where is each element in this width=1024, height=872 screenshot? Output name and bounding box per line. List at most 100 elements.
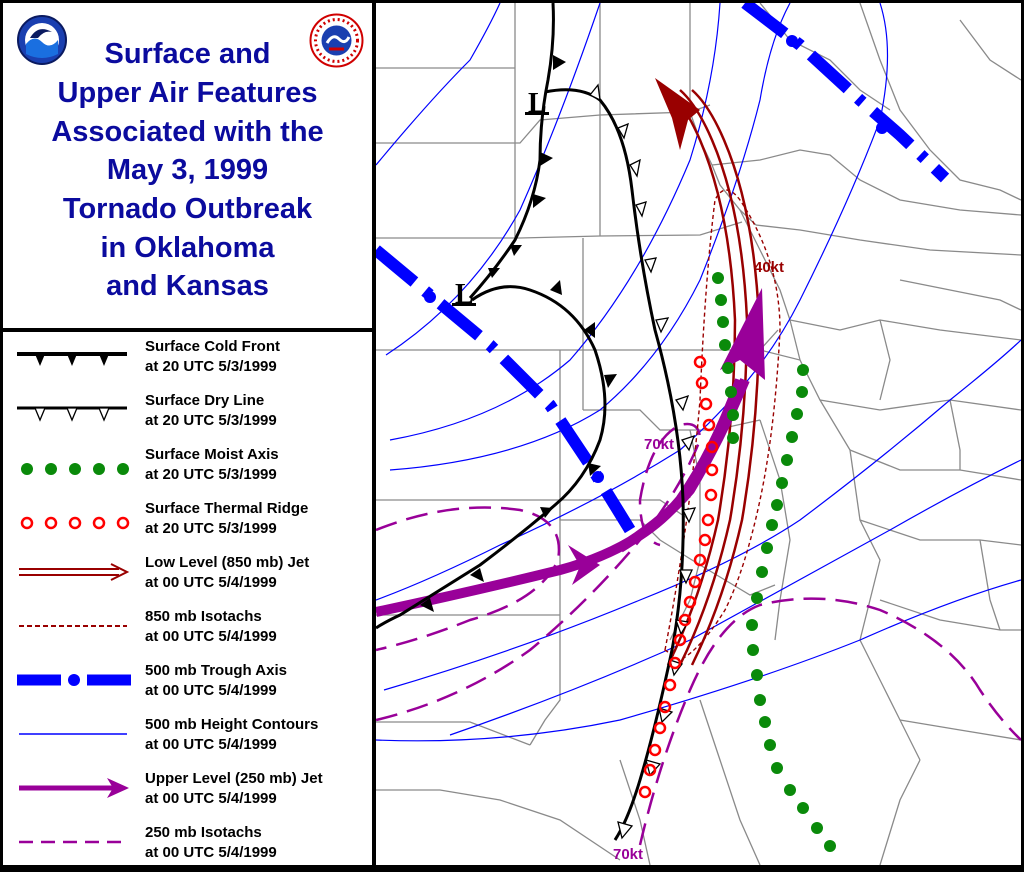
low-pressure-label-2: L [455,279,474,310]
left-panel: Surface and Upper Air Features Associate… [3,3,372,865]
moist-axis-dot [766,519,778,531]
isotach-850-symbol [19,625,127,627]
legend-label: Surface Cold Front [145,338,281,355]
legend-label: 250 mb Isotachs [145,824,262,841]
moist-axis-dot [746,619,758,631]
moist-axis-dot [751,592,763,604]
moist-axis-symbol [21,463,129,475]
moist-axis-dot [717,316,729,328]
low-level-jet-arrowhead [655,78,700,150]
moist-axis-dot [776,477,788,489]
thermal-ridge-circle [693,553,707,567]
dry-line-symbol [17,406,127,422]
legend-item-250-isotachs: 250 mb Isotachs at 00 UTC 5/4/1999 [3,818,372,872]
moist-axis-dot [811,822,823,834]
title-line-4: May 3, 1999 [106,154,269,186]
legend: Surface Cold Front at 20 UTC 5/3/1999 Su… [3,332,372,865]
thermal-ridge-circle [705,463,719,477]
low-underline-2 [452,303,476,306]
thermal-ridge-circle [658,700,672,714]
trough-axis-symbol [17,674,131,686]
title-box: Surface and Upper Air Features Associate… [3,3,372,332]
thermal-ridge-circle [702,418,716,432]
legend-label: Surface Thermal Ridge [145,500,309,517]
legend-sublabel: at 00 UTC 5/4/1999 [145,736,277,753]
moist-axis-dot [771,762,783,774]
legend-sublabel: at 20 UTC 5/3/1999 [145,466,277,483]
dry-line [544,83,697,841]
trough-axis-dots [424,35,888,483]
thermal-ridge-circle [704,488,718,502]
legend-item-thermal-ridge: Surface Thermal Ridge at 20 UTC 5/3/1999 [3,494,372,548]
upper-jet-arrowhead-1 [568,545,600,585]
legend-label: Upper Level (250 mb) Jet [145,770,323,787]
moist-axis-dot [715,294,727,306]
thermal-ridge-circle [683,595,697,609]
moist-axis-dot [747,644,759,656]
legend-item-low-level-jet: Low Level (850 mb) Jet at 00 UTC 5/4/199… [3,548,372,602]
title-line-7: and Kansas [106,270,269,302]
moist-axis-dot [791,408,803,420]
legend-sublabel: at 00 UTC 5/4/1999 [145,682,277,699]
thermal-ridge-circle [701,513,715,527]
legend-sublabel: at 00 UTC 5/4/1999 [145,628,277,645]
legend-item-cold-front: Surface Cold Front at 20 UTC 5/3/1999 [3,332,372,386]
state-boundaries [376,3,1021,865]
low-underline-1 [525,112,549,115]
moist-axis-dot [722,362,734,374]
moist-axis-dot [751,669,763,681]
low-level-jet-symbol [19,563,130,581]
legend-item-moist-axis: Surface Moist Axis at 20 UTC 5/3/1999 [3,440,372,494]
moist-axis [712,272,836,852]
thermal-ridge-circle [648,743,662,757]
upper-jet-symbol [19,778,129,798]
title-line-2: Upper Air Features [57,77,318,109]
title-line-5: Tornado Outbreak [62,193,313,225]
cold-front-symbol [17,352,127,366]
legend-sublabel: at 00 UTC 5/4/1999 [145,790,277,807]
legend-label: 500 mb Trough Axis [145,662,287,679]
thermal-ridge-circle [688,575,702,589]
thermal-ridge-symbol [20,516,130,530]
legend-label: Surface Dry Line [145,392,265,409]
legend-item-dry-line: Surface Dry Line at 20 UTC 5/3/1999 [3,386,372,440]
legend-label: 850 mb Isotachs [145,608,262,625]
isotach-250-label-lower: 70kt [613,846,644,863]
isotach-250-symbol [19,840,127,844]
moist-axis-dot [797,364,809,376]
moist-axis-dot [781,454,793,466]
moist-axis-dot [756,566,768,578]
thermal-ridge-circle [705,440,719,454]
legend-sublabel: at 20 UTC 5/3/1999 [145,358,277,375]
map-panel: L L 40kt 70kt 70kt [376,3,1021,865]
title-line-6: in Oklahoma [100,232,275,264]
thermal-ridge-circle [698,533,712,547]
isotach-850-label: 40kt [754,259,785,276]
moist-axis-dot [761,542,773,554]
legend-item-500-trough: 500 mb Trough Axis at 00 UTC 5/4/1999 [3,656,372,710]
moist-axis-dot [796,386,808,398]
moist-axis-dot [759,716,771,728]
moist-axis-dot [727,432,739,444]
thermal-ridge [638,355,719,799]
height-contour-symbol [19,733,127,735]
thermal-ridge-circle [653,721,667,735]
upper-jet-arrowhead-2 [720,288,765,380]
legend-label: Low Level (850 mb) Jet [145,554,310,571]
moist-axis-dot [784,784,796,796]
legend-label: Surface Moist Axis [145,446,279,463]
noaa-logo [17,15,67,65]
thermal-ridge-circle [643,763,657,777]
thermal-ridge-circle [695,376,709,390]
moist-axis-dot [719,339,731,351]
legend-sublabel: at 00 UTC 5/4/1999 [145,844,277,861]
moist-axis-dot [764,739,776,751]
moist-axis-dot [712,272,724,284]
legend-item-500-height: 500 mb Height Contours at 00 UTC 5/4/199… [3,710,372,764]
thermal-ridge-circle [663,678,677,692]
thermal-ridge-circle [699,397,713,411]
cold-fronts [376,3,617,630]
legend-item-upper-jet: Upper Level (250 mb) Jet at 00 UTC 5/4/1… [3,764,372,818]
low-pressure-label-1: L [528,88,547,119]
thermal-ridge-circle [638,785,652,799]
